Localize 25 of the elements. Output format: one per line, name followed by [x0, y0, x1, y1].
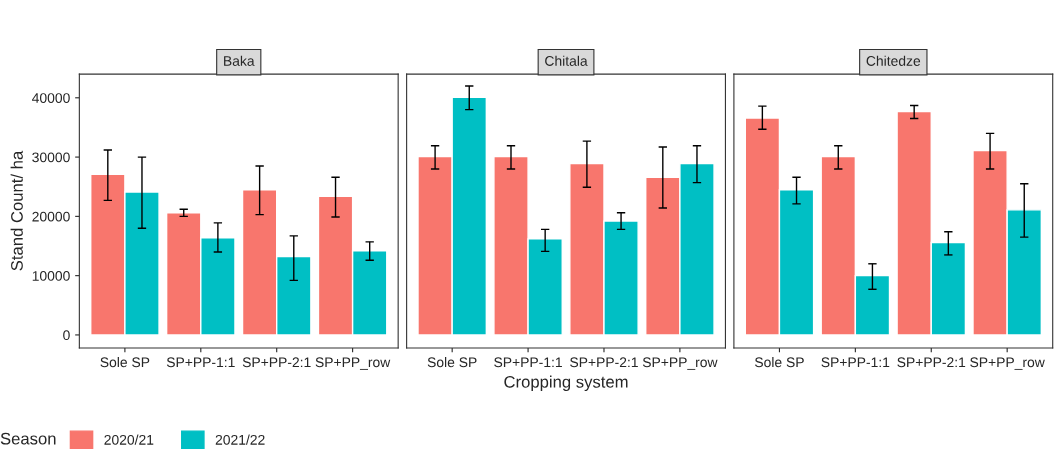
x-tick-label: SP+PP_row — [970, 357, 1045, 370]
legend-title: Season — [0, 432, 56, 445]
x-tick-label: SP+PP-1:1 — [821, 357, 890, 368]
x-tick-label: SP+PP_row — [315, 357, 391, 370]
x-axis-title: Cropping system — [504, 375, 628, 392]
y-axis-title: Stand Count/ ha — [10, 150, 23, 271]
chart-title: Baka — [224, 55, 255, 66]
y-tick-label: 30000 — [32, 152, 70, 163]
x-tick-label: SP+PP-2:1 — [897, 357, 966, 368]
y-tick-label: 10000 — [32, 270, 70, 281]
x-tick-label: Sole SP — [100, 357, 150, 368]
x-tick-label: Sole SP — [754, 357, 804, 368]
legend-label: 2020/21 — [104, 434, 154, 445]
legend-label: 2021/22 — [215, 434, 265, 445]
y-tick-label: 0 — [63, 330, 70, 341]
x-tick-label: SP+PP-1:1 — [494, 357, 562, 368]
x-tick-label: SP+PP-1:1 — [166, 357, 235, 368]
chart-title: Chitala — [545, 55, 588, 66]
chart-title: Chitedze — [866, 55, 921, 66]
x-tick-label: SP+PP-2:1 — [570, 357, 638, 368]
x-tick-label: Sole SP — [427, 357, 477, 368]
y-tick-label: 40000 — [32, 93, 70, 103]
x-tick-label: SP+PP-2:1 — [242, 357, 311, 368]
x-tick-label: SP+PP_row — [642, 357, 718, 370]
y-tick-label: 20000 — [32, 211, 70, 222]
